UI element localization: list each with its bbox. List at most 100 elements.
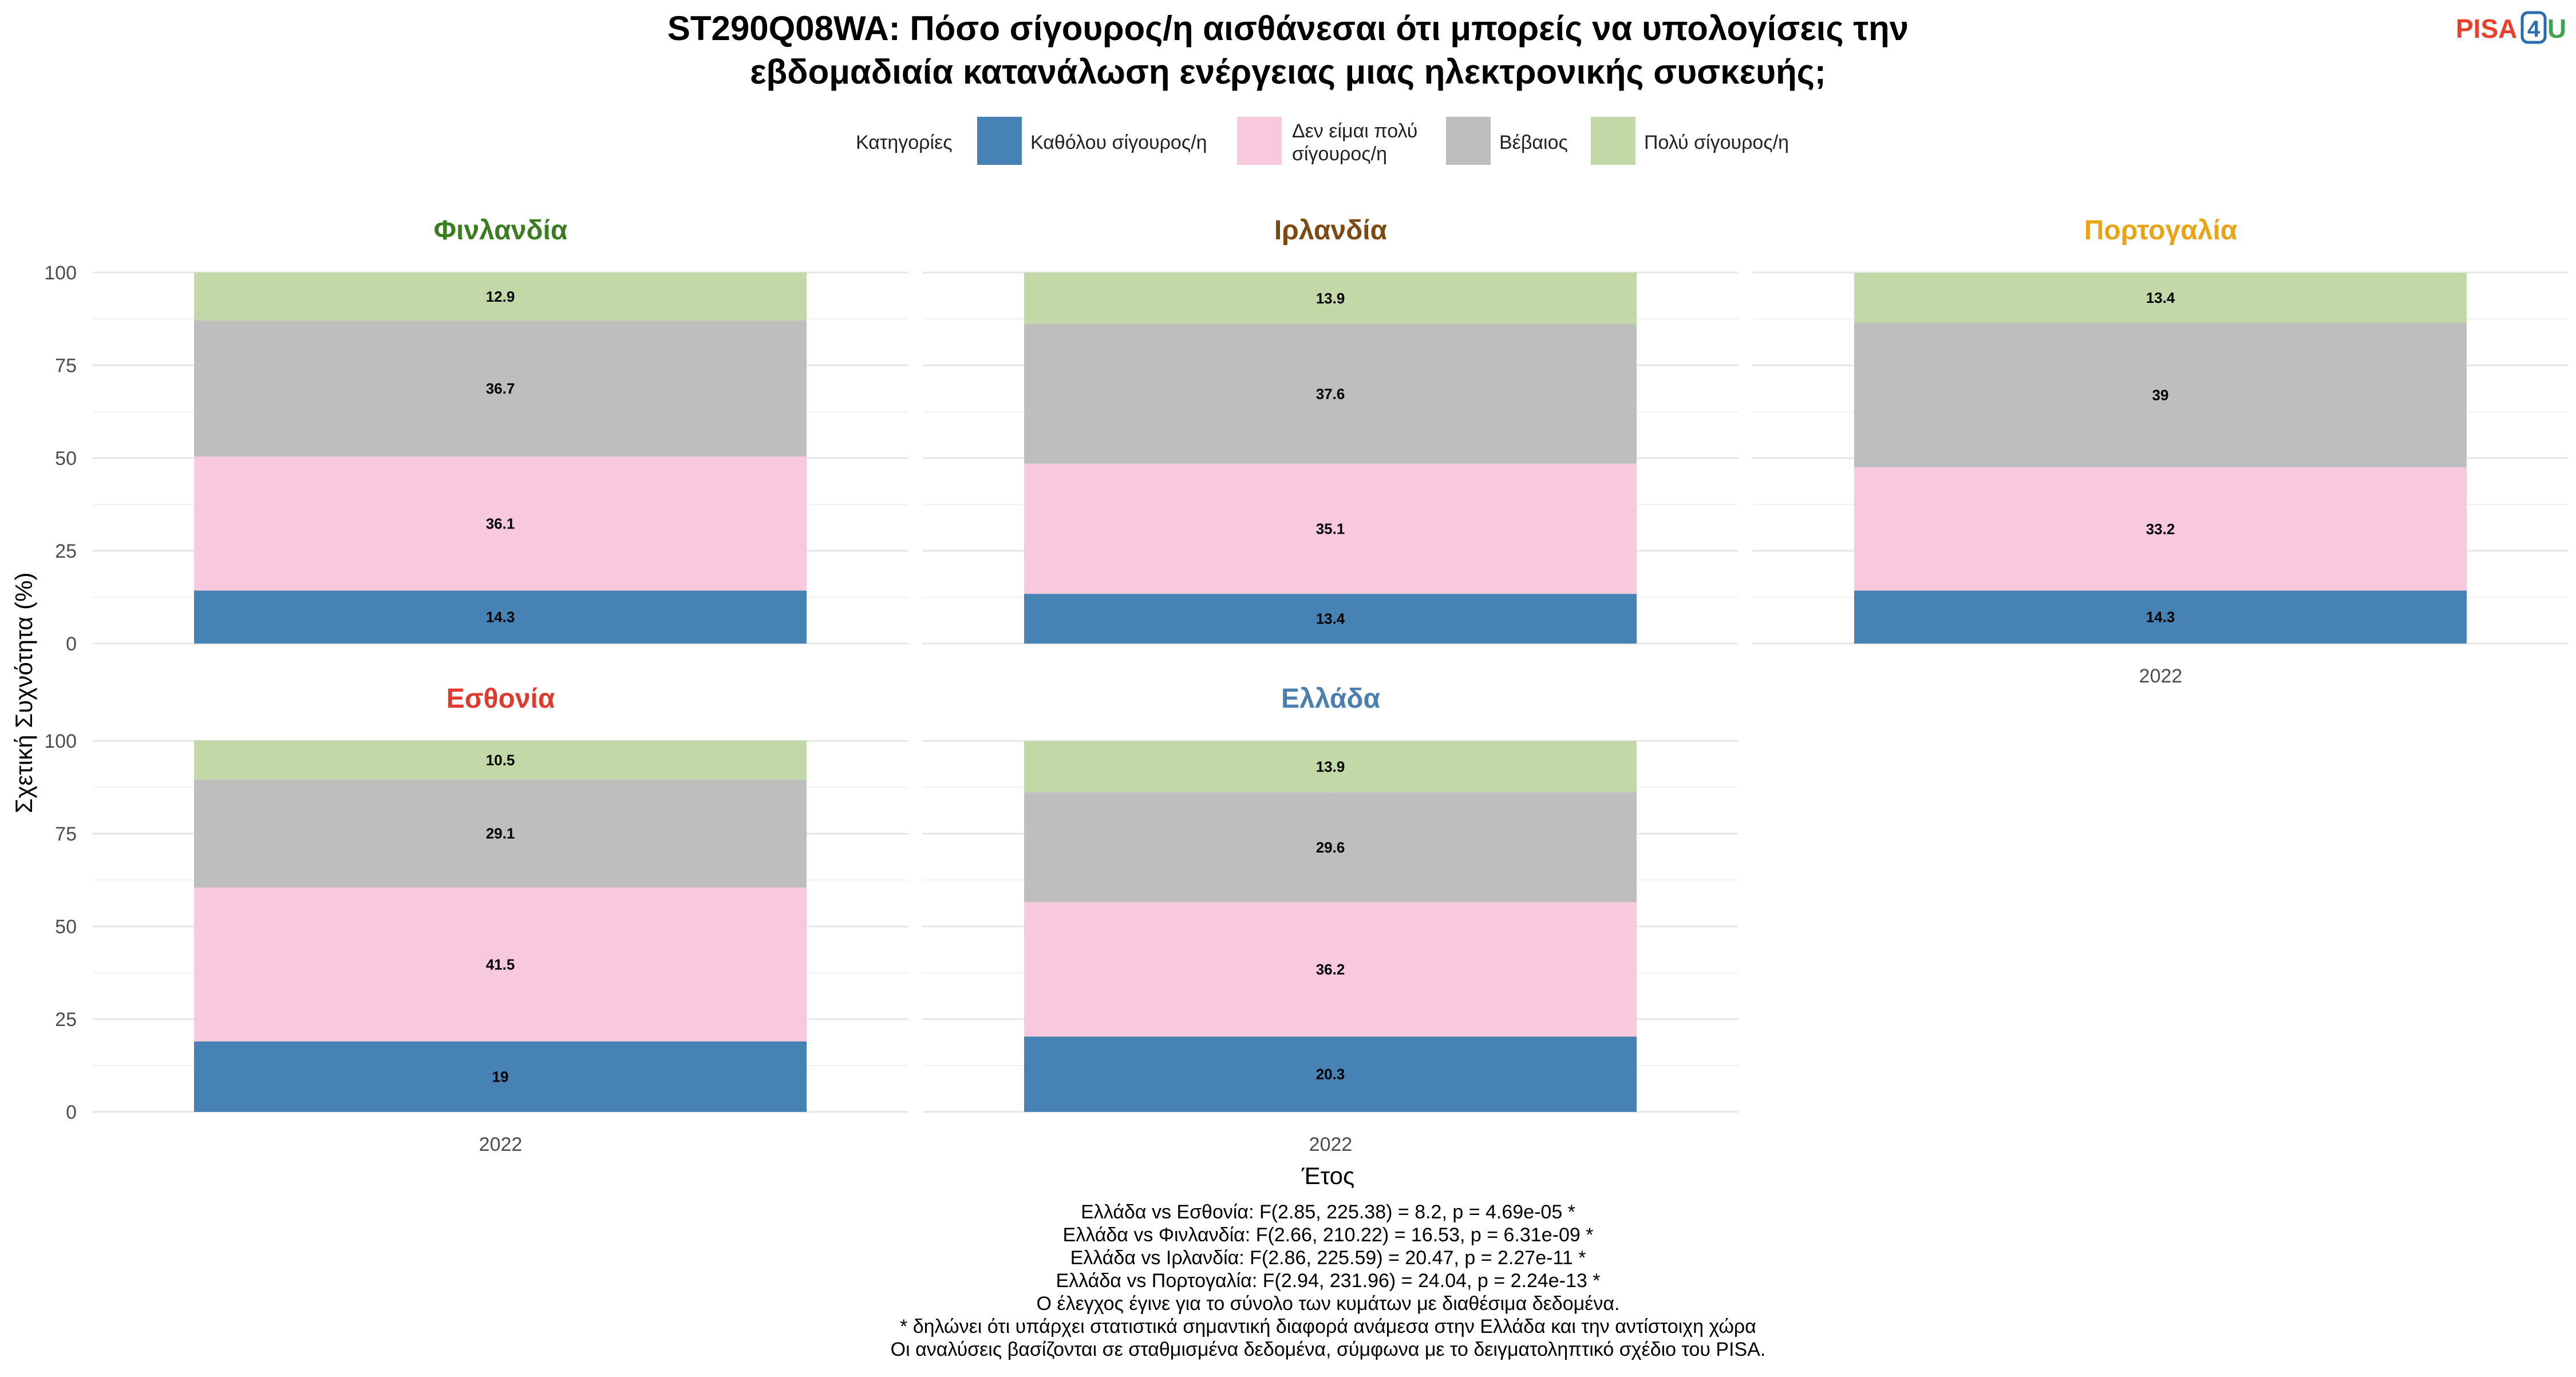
segment-value-label: 13.4 (2146, 289, 2175, 306)
segment-value-label: 14.3 (486, 609, 515, 626)
legend-entry: Καθόλου σίγουρος/η (977, 117, 1207, 165)
legend-label: Πολύ σίγουρος/η (1644, 132, 1789, 153)
caption-line: Ελλάδα vs Φινλανδία: F(2.66, 210.22) = 1… (1063, 1224, 1594, 1246)
segment-value-label: 36.2 (1316, 961, 1345, 978)
panel-title: Φινλανδία (434, 215, 568, 246)
chart-title-line-2: εβδομαδιαία κατανάλωση ενέργειας μιας ηλ… (750, 53, 1826, 91)
y-tick-label: 0 (66, 1102, 77, 1123)
caption-line: Ελλάδα vs Εσθονία: F(2.85, 225.38) = 8.2… (1081, 1201, 1575, 1223)
segment-value-label: 19 (492, 1068, 509, 1085)
bar-segment (194, 887, 807, 1041)
segment-value-label: 14.3 (2146, 609, 2175, 626)
segment-value-label: 12.9 (486, 288, 515, 305)
facet-panel: Φινλανδία 0 25 50 75 100 14.3 36.1 36.7 12.9 (44, 215, 908, 655)
segment-value-label: 13.4 (1316, 610, 1345, 628)
caption-line: Ο έλεγχος έγινε για το σύνολο των κυμάτω… (1037, 1293, 1620, 1315)
segment-value-label: 10.5 (486, 751, 515, 768)
legend-title: Κατηγορίες (856, 132, 953, 153)
legend-swatch (1446, 117, 1491, 165)
bar-segment (1854, 467, 2467, 591)
segment-value-label: 35.1 (1316, 520, 1345, 537)
bar-segment (194, 590, 807, 644)
bar-segment (1024, 741, 1637, 793)
panel-title: Ιρλανδία (1274, 215, 1388, 246)
legend-entry: Πολύ σίγουρος/η (1591, 117, 1789, 165)
y-tick-label: 25 (55, 1009, 77, 1031)
y-tick-label: 50 (55, 916, 77, 938)
y-tick-label: 75 (55, 355, 77, 377)
y-tick-label: 50 (55, 448, 77, 469)
caption-line: Οι αναλύσεις βασίζονται σε σταθμισμένα δ… (891, 1339, 1766, 1360)
bar-segment (1024, 1036, 1637, 1112)
bar-segment (1024, 792, 1637, 902)
segment-value-label: 39 (2152, 386, 2169, 404)
y-tick-label: 0 (66, 633, 77, 655)
logo-suffix: U (2547, 14, 2566, 44)
y-tick-label: 25 (55, 540, 77, 562)
bar-segment (194, 456, 807, 591)
caption-line: Ελλάδα vs Πορτογαλία: F(2.94, 231.96) = … (1056, 1270, 1601, 1292)
y-tick-label: 75 (55, 823, 77, 845)
segment-value-label: 13.9 (1316, 290, 1345, 307)
caption-line: * δηλώνει ότι υπάρχει στατιστικά σημαντι… (900, 1316, 1756, 1337)
bar-segment (1854, 322, 2467, 468)
segment-value-label: 36.7 (486, 380, 515, 397)
svg-text:4: 4 (2527, 17, 2541, 42)
bar-segment (1024, 273, 1637, 325)
pisa4u-logo: PISA 4 U (2456, 11, 2566, 44)
panel-title: Εσθονία (447, 684, 555, 714)
segment-value-label: 33.2 (2146, 520, 2175, 538)
svg-text:PISA: PISA (2456, 14, 2517, 44)
legend-swatch (977, 117, 1022, 165)
bar-segment (194, 779, 807, 887)
segment-value-label: 36.1 (486, 515, 515, 532)
y-tick-label: 100 (44, 731, 77, 752)
logo-prefix: PISA (2456, 14, 2517, 44)
facet-panel: Ελλάδα 20.3 36.2 29.6 13.9 2022 (923, 684, 1739, 1155)
bar-segment (1024, 594, 1637, 644)
facet-panels: Φινλανδία 0 25 50 75 100 14.3 36.1 36.7 12.9 Ιρλαν… (44, 215, 2569, 1155)
bar-segment (1854, 590, 2467, 644)
caption: Ελλάδα vs Εσθονία: F(2.85, 225.38) = 8.2… (891, 1201, 1766, 1360)
segment-value-label: 20.3 (1316, 1066, 1345, 1083)
x-tick-label: 2022 (479, 1134, 523, 1155)
bar-segment (1024, 902, 1637, 1037)
facet-panel: Πορτογαλία 14.3 33.2 39 13.4 2022 (1753, 215, 2569, 687)
chart-title: ST290Q08WA: Πόσο σίγουρος/η αισθάνεσαι ό… (667, 9, 1909, 91)
legend-label: Βέβαιος (1499, 132, 1568, 153)
facet-panel: Ιρλανδία 13.4 35.1 37.6 13.9 (923, 215, 1739, 645)
y-axis-title: Σχετική Συχνότητα (%) (10, 573, 37, 814)
facet-panel: Εσθονία 0 25 50 75 100 19 41.5 29.1 10.5 2022 (44, 684, 908, 1155)
legend-swatch (1237, 117, 1282, 165)
x-tick-label: 2022 (2139, 665, 2183, 687)
legend-swatch (1591, 117, 1635, 165)
x-axis-title: Έτος (1301, 1162, 1355, 1189)
y-tick-label: 100 (44, 262, 77, 284)
segment-value-label: 41.5 (486, 956, 515, 973)
panel-title: Ελλάδα (1281, 684, 1380, 714)
segment-value-label: 13.9 (1316, 758, 1345, 775)
bar-segment (194, 1041, 807, 1112)
segment-value-label: 29.6 (1316, 839, 1345, 856)
bar-segment (194, 273, 807, 321)
segment-value-label: 29.1 (486, 825, 515, 842)
panel-title: Πορτογαλία (2084, 215, 2238, 246)
bar-segment (1024, 463, 1637, 594)
bar-segment (1854, 273, 2467, 323)
legend-entry: Βέβαιος (1446, 117, 1568, 165)
bar-segment (194, 740, 807, 780)
legend: Κατηγορίες Καθόλου σίγουρος/η Δεν είμαι π… (856, 117, 1789, 165)
bar-segment (194, 320, 807, 457)
legend-label: σίγουρος/η (1292, 143, 1387, 165)
x-tick-label: 2022 (1309, 1134, 1353, 1155)
logo-digit: 4 (2527, 17, 2541, 42)
legend-label: Καθόλου σίγουρος/η (1030, 132, 1207, 153)
bar-segment (1024, 324, 1637, 464)
legend-label: Δεν είμαι πολύ (1292, 120, 1417, 142)
caption-line: Ελλάδα vs Ιρλανδία: F(2.86, 225.59) = 20… (1070, 1247, 1586, 1269)
svg-text:U: U (2547, 14, 2566, 44)
chart-title-line-1: ST290Q08WA: Πόσο σίγουρος/η αισθάνεσαι ό… (667, 9, 1909, 48)
